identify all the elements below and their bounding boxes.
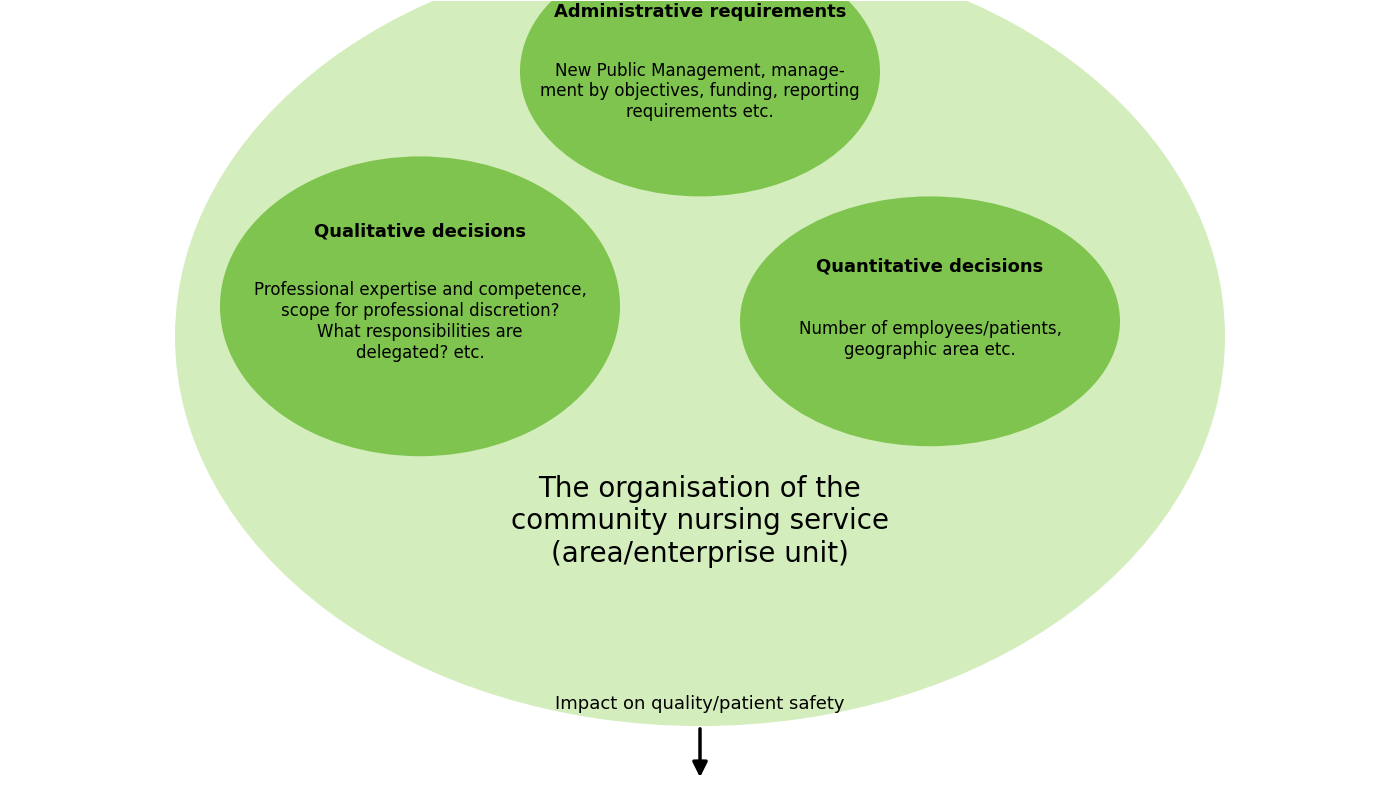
Ellipse shape (220, 156, 620, 456)
Text: Impact on quality/patient safety: Impact on quality/patient safety (556, 695, 844, 713)
Text: Professional expertise and competence,
scope for professional discretion?
What r: Professional expertise and competence, s… (253, 281, 587, 362)
Text: The organisation of the
community nursing service
(area/enterprise unit): The organisation of the community nursin… (511, 475, 889, 567)
Text: Number of employees/patients,
geographic area etc.: Number of employees/patients, geographic… (798, 320, 1061, 358)
Text: Quantitative decisions: Quantitative decisions (816, 257, 1043, 275)
Text: New Public Management, manage-
ment by objectives, funding, reporting
requiremen: New Public Management, manage- ment by o… (540, 61, 860, 121)
Ellipse shape (741, 196, 1120, 446)
Ellipse shape (519, 0, 881, 196)
Ellipse shape (175, 0, 1225, 726)
Text: Administrative requirements: Administrative requirements (554, 2, 846, 20)
Text: Qualitative decisions: Qualitative decisions (314, 222, 526, 241)
